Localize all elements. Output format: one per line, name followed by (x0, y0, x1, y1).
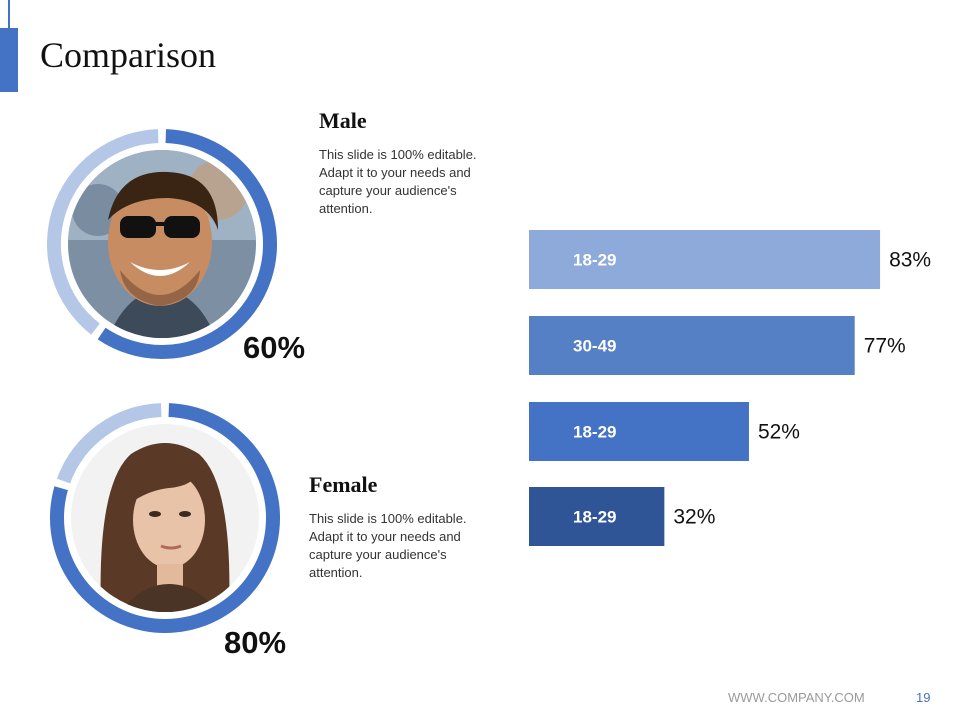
female-donut-remainder-arc (56, 403, 162, 484)
bar-value-label-1: 77% (864, 335, 906, 358)
female-photo (71, 424, 259, 612)
title-accent-line (8, 0, 10, 28)
bar-category-label-1: 30-49 (573, 337, 616, 356)
bar-value-label-3: 32% (673, 506, 715, 529)
male-donut-value-arc (97, 129, 277, 359)
page-number: 19 (916, 690, 931, 705)
female-heading: Female (309, 472, 378, 497)
bar-2 (529, 402, 749, 461)
female-donut-value-arc (50, 403, 280, 633)
title-accent-bar (0, 28, 18, 92)
female-photo-illustration (71, 424, 259, 612)
bar-category-label-0: 18-29 (573, 251, 616, 270)
male-heading: Male (319, 108, 367, 133)
male-donut-remainder-arc (47, 129, 159, 335)
female-description: This slide is 100% editable. Adapt it to… (309, 511, 467, 580)
male-donut-chart (47, 129, 277, 359)
slide-title: Comparison (40, 35, 216, 75)
male-percent-label: 60% (243, 330, 306, 365)
bar-3 (529, 487, 665, 546)
bar-category-label-2: 18-29 (573, 423, 616, 442)
bar-category-label-3: 18-29 (573, 508, 616, 527)
bar-value-label-0: 83% (889, 249, 931, 272)
bar-0 (529, 230, 881, 289)
bar-1 (529, 316, 855, 375)
female-donut-chart (50, 403, 280, 633)
footer-url: WWW.COMPANY.COM (728, 690, 865, 705)
female-percent-label: 80% (224, 625, 287, 660)
bar-value-label-2: 52% (758, 421, 800, 444)
male-description: This slide is 100% editable. Adapt it to… (319, 147, 477, 216)
